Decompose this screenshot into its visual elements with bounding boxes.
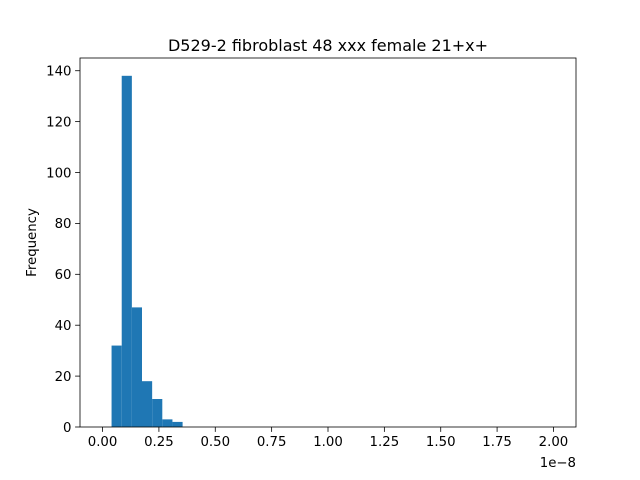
histogram-bar-5 [152,399,163,427]
chart-title: D529-2 fibroblast 48 xxx female 21+x+ [168,36,488,55]
x-tick-label: 1.00 [313,435,343,450]
x-axis-ticks: 0.00 0.25 0.50 0.75 1.00 1.25 1.50 1.75 2.00 [88,427,569,450]
x-tick-label: 1.50 [426,435,456,450]
y-tick-label: 100 [46,166,71,181]
histogram-bar-6 [162,419,173,427]
x-tick-label: 2.00 [539,435,569,450]
y-tick-label: 120 [46,115,71,130]
bars [111,75,183,427]
x-tick-label: 1.75 [482,435,512,450]
plot-frame [79,57,577,428]
y-axis-ticks: 0 20 40 60 80 100 120 140 [46,65,80,436]
histogram-bar-7 [172,421,183,427]
y-tick-label: 0 [63,421,71,436]
x-tick-label: 0.50 [200,435,230,450]
y-tick-label: 60 [55,268,72,283]
x-tick-label: 0.25 [144,435,174,450]
y-axis-label: Frequency [25,208,40,277]
x-axis-offset-text: 1e−8 [540,456,576,471]
x-tick-label: 0.75 [257,435,287,450]
y-tick-label: 40 [55,319,72,334]
y-tick-label: 80 [55,217,72,232]
x-tick-label: 0.00 [88,435,118,450]
y-tick-label: 20 [55,370,72,385]
histogram-bar-1 [111,345,122,427]
x-tick-label: 1.25 [370,435,400,450]
histogram-bar-4 [142,381,153,427]
y-tick-label: 140 [46,65,71,80]
histogram-bar-2 [121,75,132,427]
histogram-bar-3 [131,307,142,427]
